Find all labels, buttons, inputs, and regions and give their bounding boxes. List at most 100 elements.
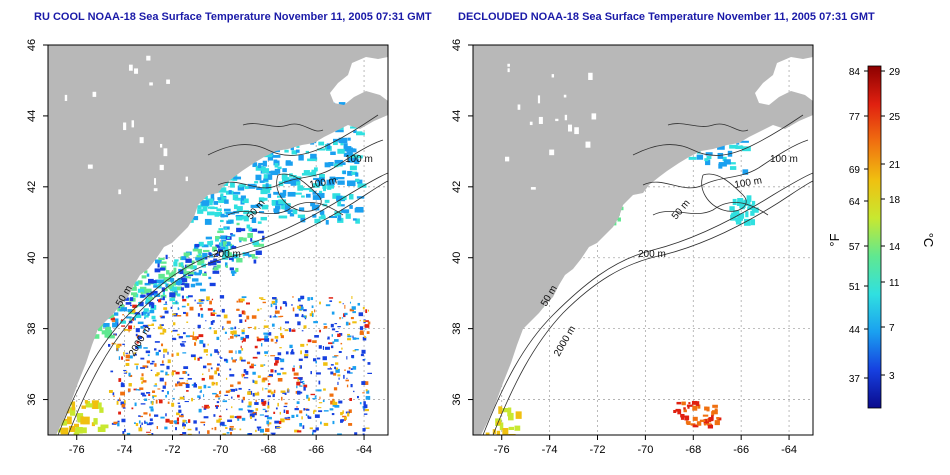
sst-coastal-pixel (105, 326, 112, 334)
sst-cold-pixel (311, 169, 317, 174)
sst-shelf-pixel (181, 295, 184, 299)
sst-coastal-pixel (502, 408, 508, 413)
sst-warm-pixel (685, 420, 688, 424)
sst-offshore-pixel (121, 418, 126, 423)
sst-shelf-pixel (171, 271, 176, 277)
sst-cold-pixel (274, 163, 279, 168)
sst-warm-pixel (692, 424, 699, 428)
sst-offshore-pixel (133, 325, 136, 328)
sst-shelf-pixel (180, 287, 184, 291)
sst-offshore-pixel (362, 307, 365, 310)
fahrenheit-tick-label: 64 (849, 197, 861, 208)
sst-offshore-pixel (342, 415, 347, 418)
sst-offshore-pixel (330, 364, 334, 366)
sst-cold-pixel (355, 218, 360, 224)
sst-offshore-pixel (319, 301, 321, 305)
sst-offshore-pixel (319, 396, 321, 400)
sst-offshore-pixel (230, 330, 234, 335)
sst-cold-pixel (350, 126, 359, 129)
sst-offshore-pixel (367, 372, 373, 374)
sst-shelf-pixel (153, 285, 161, 288)
sst-offshore-pixel (263, 364, 266, 366)
sst-offshore-pixel (152, 319, 157, 322)
sst-offshore-pixel (284, 321, 290, 324)
x-tick-label: -76 (69, 444, 85, 456)
sst-offshore-pixel (128, 328, 130, 333)
sst-offshore-pixel (277, 352, 282, 356)
sst-shelf-pixel (172, 281, 177, 286)
sst-offshore-pixel (351, 295, 353, 300)
sst-cold-pixel (207, 211, 215, 216)
sst-offshore-pixel (164, 426, 168, 430)
sst-offshore-pixel (163, 303, 168, 305)
sst-offshore-pixel (140, 377, 144, 381)
sst-warm-pixel (692, 416, 698, 421)
sst-warm-pixel (712, 404, 718, 408)
sst-shelf-pixel (183, 253, 189, 258)
sst-offshore-pixel (333, 372, 337, 376)
lake (530, 187, 536, 190)
sst-offshore-pixel (122, 433, 125, 435)
sst-offshore-pixel (267, 395, 271, 398)
sst-cold-pixel (355, 172, 359, 177)
sst-cold-pixel (317, 148, 326, 151)
lake (153, 188, 158, 192)
y-tick-label: 40 (451, 252, 463, 264)
sst-offshore-pixel (141, 422, 143, 425)
sst-offshore-pixel (160, 363, 165, 366)
sst-shelf-pixel (162, 291, 165, 296)
sst-offshore-pixel (265, 410, 268, 413)
sst-offshore-pixel (270, 355, 276, 357)
sst-offshore-pixel (207, 430, 210, 434)
sst-shelf-pixel (218, 228, 224, 231)
sst-cold-pixel (335, 129, 344, 133)
sst-cold-pixel (341, 209, 350, 213)
sst-offshore-pixel (350, 368, 353, 370)
contour-label: 200 m (213, 249, 241, 260)
sst-offshore-pixel (189, 306, 194, 311)
sst-shelf-pixel (130, 292, 138, 296)
sst-offshore-pixel (186, 390, 189, 392)
sst-offshore-pixel (307, 416, 312, 419)
sst-shelf-pixel (173, 267, 177, 273)
sst-offshore-pixel (277, 377, 283, 382)
sst-cold-pixel (318, 141, 325, 146)
sst-shelf-pixel (214, 266, 217, 271)
sst-offshore-pixel (346, 356, 348, 360)
sst-shelf-pixel (165, 283, 169, 288)
sst-cold-pixel (311, 204, 320, 211)
y-tick-label: 38 (26, 323, 38, 335)
sst-offshore-pixel (206, 296, 210, 300)
sst-offshore-pixel (358, 312, 364, 317)
sst-offshore-pixel (262, 404, 266, 406)
sst-offshore-pixel (161, 360, 164, 364)
sst-shelf-pixel (148, 296, 154, 300)
sst-shelf-pixel (167, 277, 174, 282)
sst-offshore-pixel (226, 432, 230, 434)
sst-offshore-pixel (240, 359, 246, 362)
sst-offshore-pixel (301, 330, 304, 332)
sst-offshore-pixel (151, 401, 154, 406)
sst-offshore-pixel (273, 389, 276, 394)
sst-offshore-pixel (303, 386, 306, 391)
sst-offshore-pixel (334, 366, 337, 370)
sst-offshore-pixel (337, 433, 342, 435)
sst-cold-pixel (356, 179, 363, 184)
sst-offshore-pixel (319, 329, 321, 333)
sst-offshore-pixel (198, 386, 202, 389)
sst-offshore-pixel (215, 394, 219, 397)
sst-coastal-pixel (86, 400, 91, 406)
sst-cold-pixel (302, 187, 312, 191)
sst-shelf-pixel (157, 263, 160, 268)
sst-offshore-pixel (222, 400, 228, 403)
sst-offshore-pixel (254, 326, 257, 330)
sst-cold-pixel (319, 177, 325, 182)
sst-offshore-pixel (226, 320, 231, 324)
sst-offshore-pixel (108, 343, 111, 347)
sst-offshore-pixel (275, 299, 278, 303)
sst-offshore-pixel (185, 371, 188, 374)
sst-warm-pixel (688, 402, 691, 405)
sst-offshore-pixel (167, 391, 169, 395)
sst-offshore-pixel (175, 427, 177, 431)
sst-cold-pixel (729, 206, 735, 211)
